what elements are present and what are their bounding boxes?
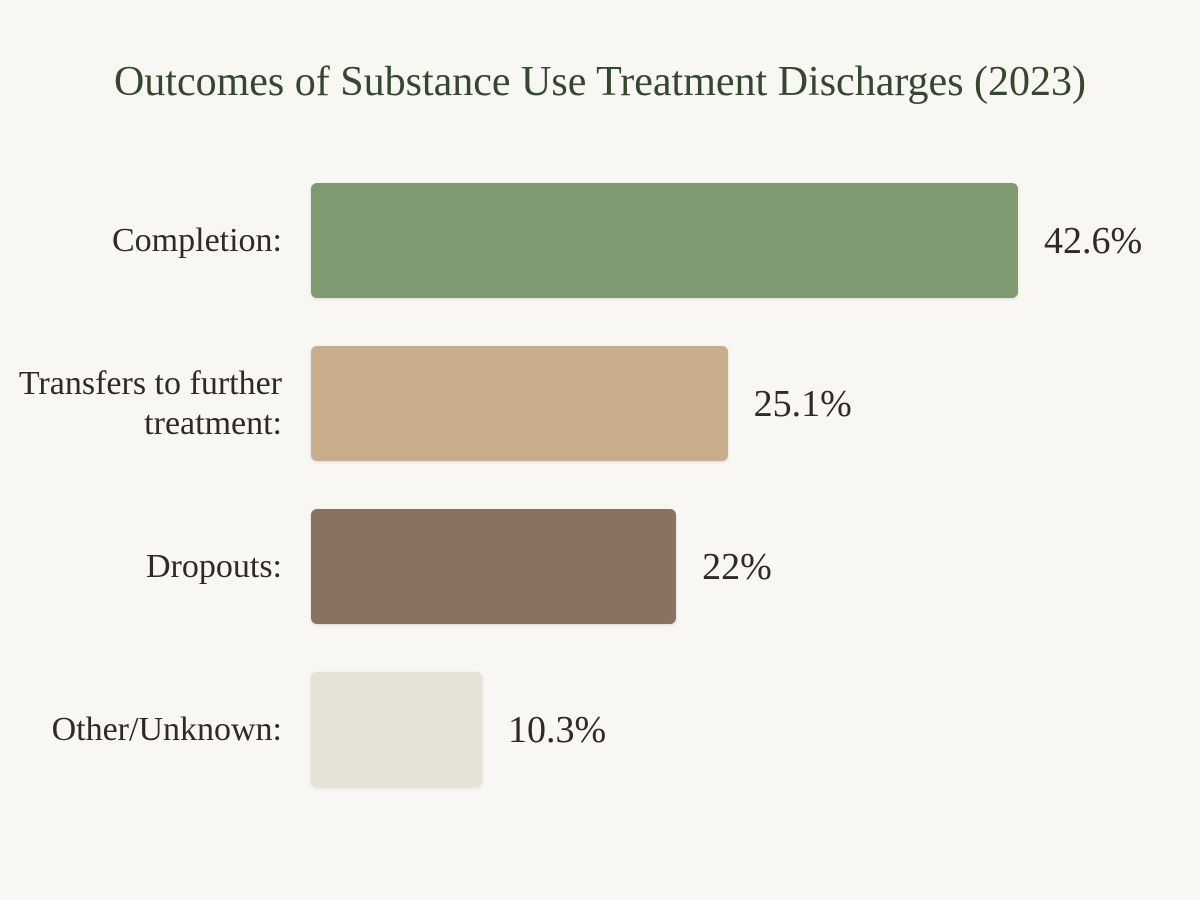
value-label: 10.3% (507, 708, 607, 751)
bar (311, 672, 482, 787)
bar (311, 183, 1018, 298)
bar (311, 346, 728, 461)
category-label: Dropouts: (146, 547, 282, 585)
value-label: 42.6% (1044, 219, 1143, 262)
bar (311, 509, 677, 624)
category-label: Completion: (112, 221, 282, 259)
category-label: Other/Unknown: (51, 710, 282, 748)
value-label: 25.1% (753, 382, 852, 425)
value-label: 22% (702, 545, 772, 588)
category-label: Transfers to further treatment: (18, 364, 282, 442)
chart-title: Outcomes of Substance Use Treatment Disc… (113, 59, 1087, 105)
